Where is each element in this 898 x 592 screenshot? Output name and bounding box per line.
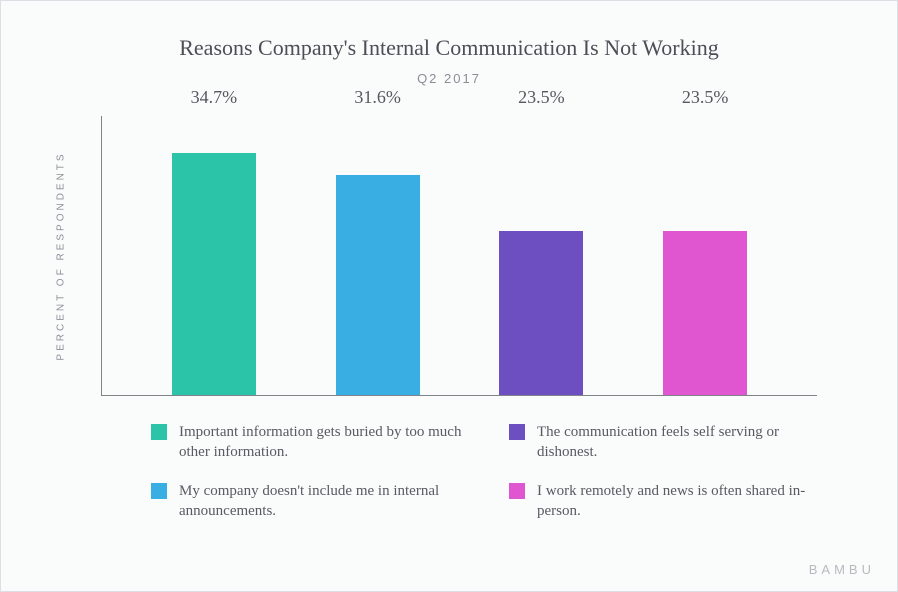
bar-slot: 34.7% bbox=[172, 116, 256, 395]
chart-title: Reasons Company's Internal Communication… bbox=[41, 35, 857, 61]
bar bbox=[172, 153, 256, 395]
chart-subtitle: Q2 2017 bbox=[41, 71, 857, 86]
legend-item: The communication feels self serving or … bbox=[509, 422, 827, 463]
legend-item: I work remotely and news is often shared… bbox=[509, 481, 827, 522]
chart-card: Reasons Company's Internal Communication… bbox=[0, 0, 898, 592]
legend-text: My company doesn't include me in interna… bbox=[179, 481, 469, 522]
legend-text: The communication feels self serving or … bbox=[537, 422, 827, 463]
bar bbox=[499, 231, 583, 395]
y-axis-label: PERCENT OF RESPONDENTS bbox=[56, 151, 67, 360]
bar-value-label: 23.5% bbox=[518, 87, 565, 108]
legend-item: My company doesn't include me in interna… bbox=[151, 481, 469, 522]
bar-value-label: 34.7% bbox=[191, 87, 238, 108]
legend-swatch bbox=[509, 483, 525, 499]
brand-label: BAMBU bbox=[809, 562, 875, 577]
legend-item: Important information gets buried by too… bbox=[151, 422, 469, 463]
legend-swatch bbox=[151, 424, 167, 440]
bar-value-label: 23.5% bbox=[682, 87, 729, 108]
bar bbox=[336, 175, 420, 395]
legend-swatch bbox=[151, 483, 167, 499]
bar-value-label: 31.6% bbox=[354, 87, 401, 108]
legend-text: I work remotely and news is often shared… bbox=[537, 481, 827, 522]
legend-swatch bbox=[509, 424, 525, 440]
plot-area: 34.7% 31.6% 23.5% 23.5% bbox=[101, 116, 817, 396]
bar-slot: 23.5% bbox=[663, 116, 747, 395]
bar-slot: 23.5% bbox=[499, 116, 583, 395]
bar-slot: 31.6% bbox=[336, 116, 420, 395]
legend-text: Important information gets buried by too… bbox=[179, 422, 469, 463]
bar bbox=[663, 231, 747, 395]
chart-area: PERCENT OF RESPONDENTS 34.7%31.6%23.5%23… bbox=[101, 116, 817, 396]
bars-container: 34.7% 31.6% 23.5% 23.5% bbox=[102, 116, 817, 395]
legend: Important information gets buried by too… bbox=[151, 422, 827, 521]
